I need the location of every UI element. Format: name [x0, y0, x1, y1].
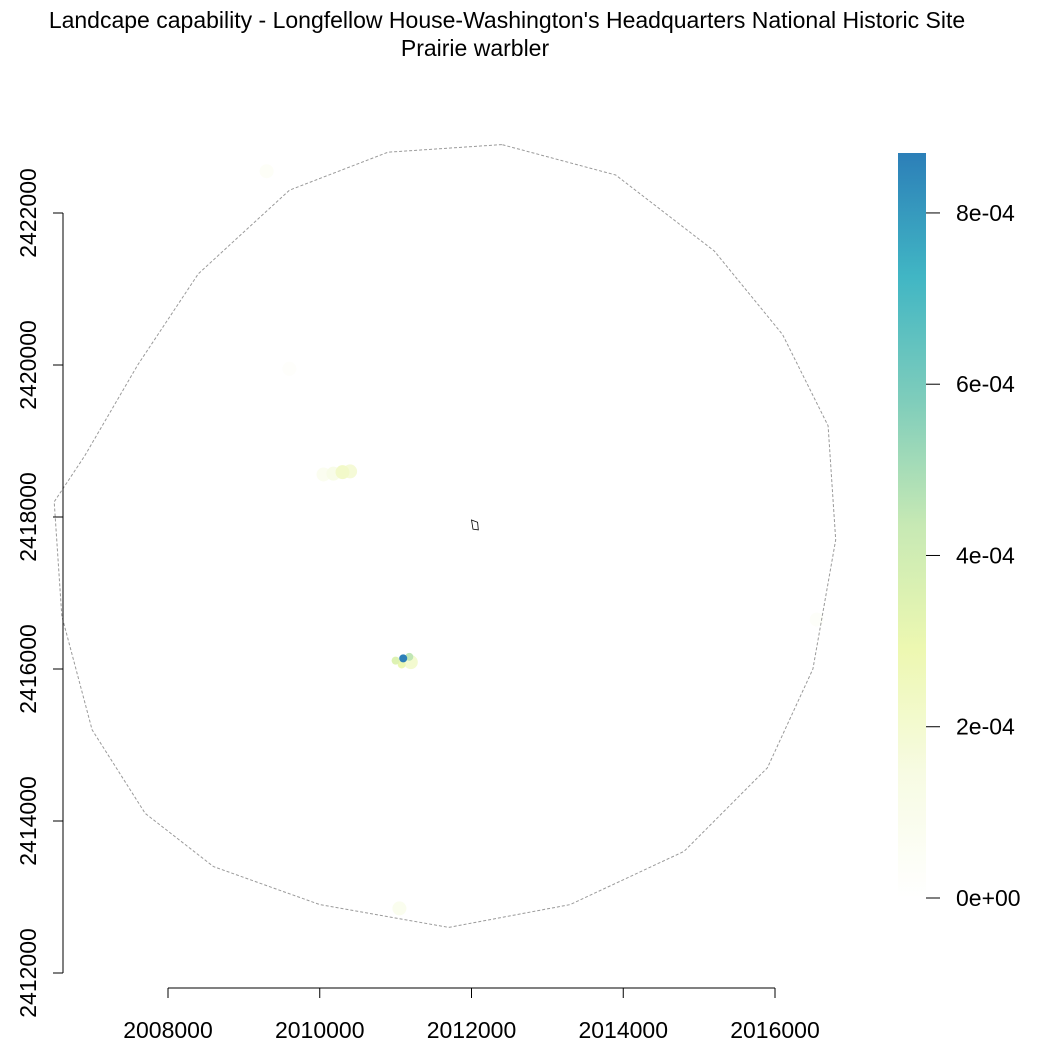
- capability-raster: [259, 164, 824, 916]
- legend-tick-label: 2e-04: [956, 714, 1015, 740]
- raster-cell: [259, 164, 274, 179]
- site-boundary: [470, 519, 479, 531]
- y-tick-label: 2414000: [15, 776, 41, 866]
- legend-tick-label: 8e-04: [956, 200, 1015, 226]
- raster-cell: [392, 901, 407, 916]
- legend-tick-label: 0e+00: [956, 885, 1021, 911]
- y-axis: 2412000 2414000 2416000 2418000 2420000 24220…: [15, 168, 64, 1018]
- y-tick-label: 2416000: [15, 624, 41, 714]
- y-tick-label: 2418000: [15, 472, 41, 562]
- y-tick-label: 2412000: [15, 928, 41, 1018]
- x-tick-label: 2014000: [578, 1017, 668, 1043]
- study-area-layer: [53, 144, 837, 928]
- raster-cell: [391, 656, 400, 665]
- legend-color-bar: [898, 153, 926, 898]
- raster-cell: [405, 652, 414, 661]
- raster-cell: [282, 361, 297, 376]
- raster-cell: [809, 612, 824, 627]
- study-area-boundary: [53, 144, 837, 928]
- legend-tick-label: 4e-04: [956, 542, 1015, 568]
- x-tick-label: 2012000: [427, 1017, 517, 1043]
- chart-subtitle: Prairie warbler: [401, 35, 550, 61]
- x-axis: 2008000 2010000 2012000 2014000 2016000: [123, 987, 820, 1043]
- raster-cell: [397, 660, 406, 669]
- x-tick-label: 2010000: [275, 1017, 365, 1043]
- x-tick-label: 2016000: [730, 1017, 820, 1043]
- raster-cell: [399, 654, 408, 663]
- y-tick-label: 2420000: [15, 320, 41, 410]
- x-tick-label: 2008000: [123, 1017, 213, 1043]
- color-legend: 0e+00 2e-04 4e-04 6e-04 8e-04: [898, 153, 1021, 911]
- raster-cell: [335, 465, 350, 480]
- legend-tick-label: 6e-04: [956, 371, 1015, 397]
- y-tick-label: 2422000: [15, 168, 41, 258]
- chart-title: Landcape capability - Longfellow House-W…: [49, 7, 965, 33]
